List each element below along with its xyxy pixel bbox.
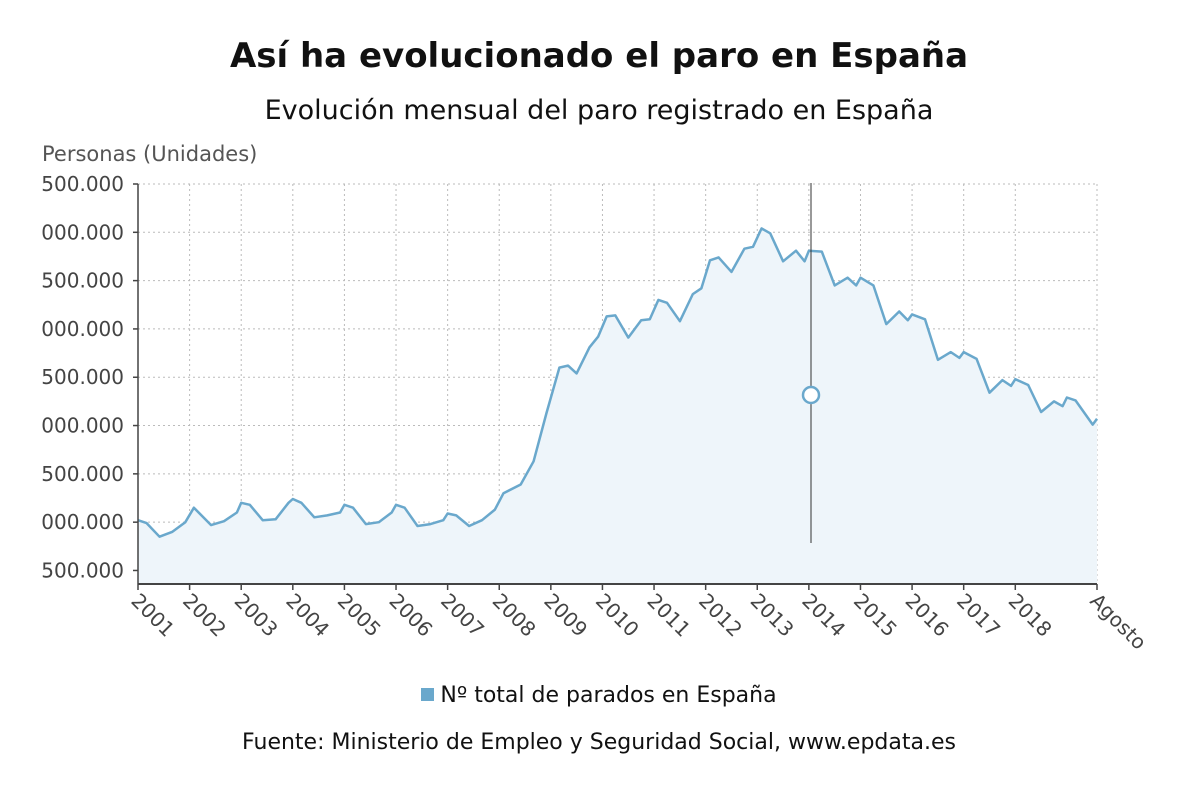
x-tick-label: Agosto [1085, 589, 1151, 655]
x-tick-label: 2003 [230, 589, 283, 642]
y-tick-label: 500.000 [41, 462, 124, 486]
y-tick-label: 000.000 [41, 317, 124, 341]
x-tick-label: 2011 [643, 589, 696, 642]
x-tick-label: 2008 [488, 589, 541, 642]
y-tick-label: 000.000 [41, 414, 124, 438]
x-tick-label: 2016 [901, 589, 954, 642]
x-tick-label: 2010 [591, 589, 644, 642]
x-tick-label: 2009 [539, 589, 592, 642]
series-line [137, 227, 1099, 538]
legend-label: Nº total de parados en España [440, 683, 777, 708]
x-tick-label: 2012 [694, 589, 747, 642]
x-tick-label: 2004 [281, 589, 334, 642]
legend[interactable]: Nº total de parados en España [0, 683, 1198, 708]
x-tick-label: 2017 [952, 589, 1005, 642]
x-tick-label: 2015 [849, 589, 902, 642]
legend-swatch [421, 688, 435, 701]
hover-marker [801, 385, 821, 405]
x-tick-label: 2002 [178, 589, 231, 642]
y-tick-label: 000.000 [41, 220, 124, 244]
y-axis-label: Personas (Unidades) [42, 142, 258, 166]
x-tick-label: 2006 [384, 589, 437, 642]
y-tick-label: 000.000 [41, 510, 124, 534]
y-tick-label: 500.000 [41, 558, 124, 582]
series-area [138, 228, 1097, 584]
chart-title: Así ha evolucionado el paro en España [229, 36, 969, 76]
chart-subtitle: Evolución mensual del paro registrado en… [264, 95, 934, 126]
x-tick-label: 2005 [333, 589, 386, 642]
x-tick-label: 2018 [1004, 589, 1057, 642]
y-tick-label: 500.000 [41, 365, 124, 389]
x-tick-label: 2014 [797, 589, 850, 642]
x-tick-label: 2007 [436, 589, 489, 642]
x-tick-label: 2001 [126, 589, 179, 642]
source-note: Fuente: Ministerio de Empleo y Seguridad… [242, 730, 956, 755]
y-tick-label: 500.000 [41, 269, 124, 293]
y-tick-label: 500.000 [41, 172, 124, 196]
x-tick-label: 2013 [746, 589, 799, 642]
